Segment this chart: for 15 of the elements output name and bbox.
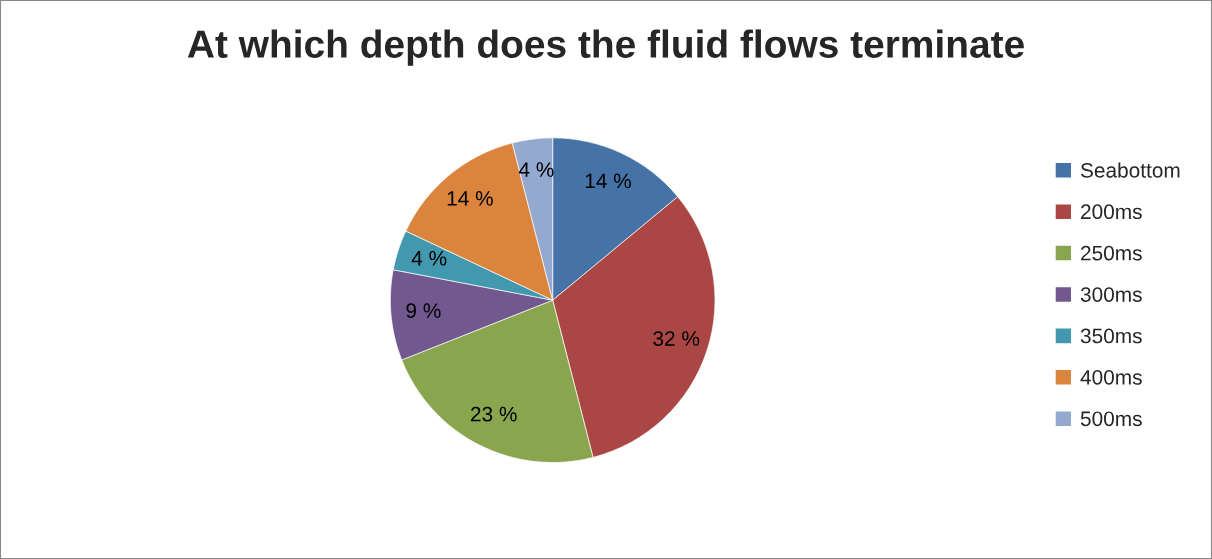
legend-label: 400ms bbox=[1080, 369, 1142, 385]
data-label: 4 % bbox=[411, 250, 447, 266]
data-label: 14 % bbox=[447, 191, 493, 206]
data-label: 14 % bbox=[585, 173, 631, 189]
data-label: 23 % bbox=[471, 406, 517, 422]
legend-label: 500ms bbox=[1080, 411, 1142, 427]
data-label: 4 % bbox=[518, 162, 554, 177]
legend-label: 200ms bbox=[1081, 204, 1142, 220]
data-label: 9 % bbox=[406, 303, 441, 318]
legend-label: Seabottom bbox=[1080, 162, 1180, 178]
legend-label: 300ms bbox=[1080, 287, 1142, 302]
legend-label: 250ms bbox=[1081, 245, 1142, 261]
chart-title: At which depth does the fluid flows terminate bbox=[187, 29, 1024, 66]
legend-label: 350ms bbox=[1080, 328, 1142, 344]
data-label: 32 % bbox=[653, 331, 700, 346]
